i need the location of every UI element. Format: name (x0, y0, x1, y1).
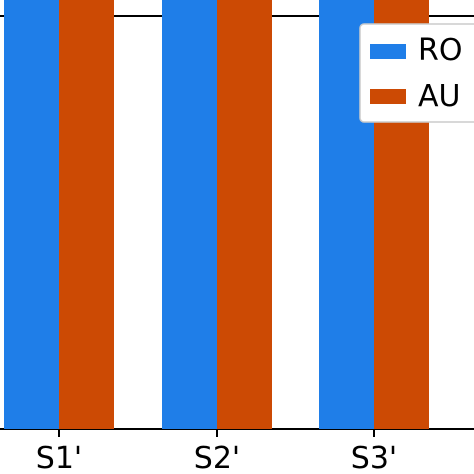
legend-swatch-ro (370, 44, 406, 59)
bar-au-2 (217, 0, 272, 430)
bar-ro-1 (4, 0, 59, 430)
x-tick-label-1: S1' (36, 441, 82, 474)
bar-au-1 (59, 0, 114, 429)
legend-label-ro: RO (418, 33, 462, 68)
x-tick-label-2: S2' (194, 441, 240, 474)
bar-ro-2 (162, 0, 217, 429)
bars-layer (4, 0, 429, 430)
legend: RO AU (359, 23, 474, 123)
legend-label-au: AU (418, 79, 460, 114)
x-ticks: S1' S2' S3' (36, 429, 397, 474)
legend-swatch-au (370, 89, 406, 104)
x-tick-label-3: S3' (351, 441, 397, 474)
